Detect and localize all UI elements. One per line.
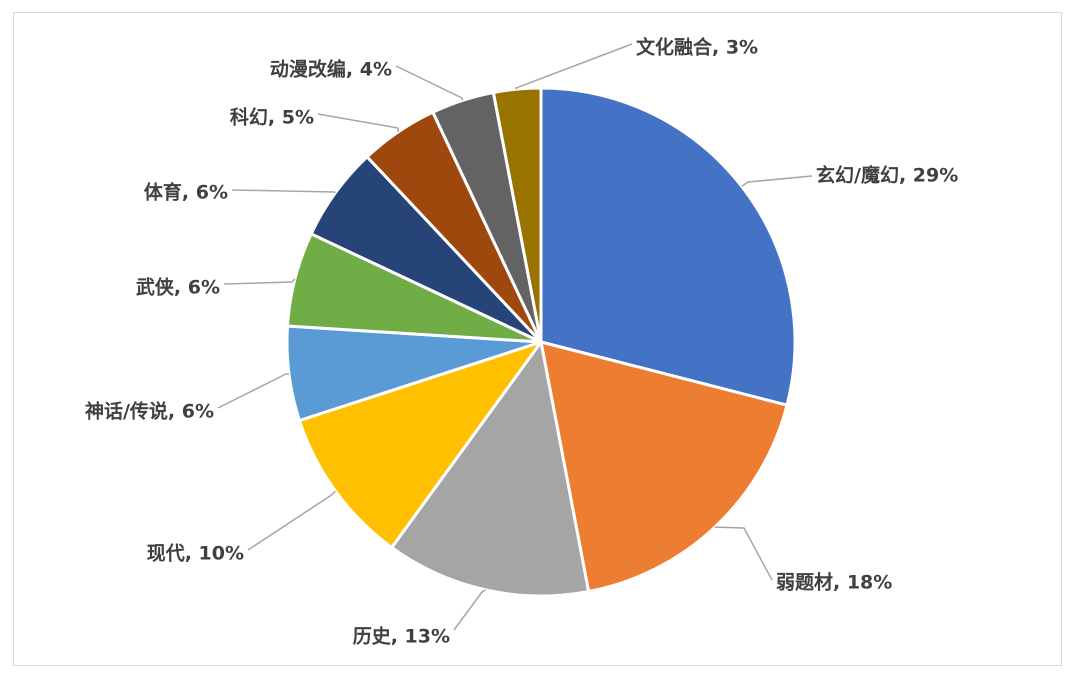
- leader-line: [453, 589, 486, 631]
- data-label: 玄幻/魔幻, 29%: [816, 164, 958, 187]
- leader-line: [317, 113, 399, 132]
- leader-line: [223, 278, 296, 285]
- data-label: 弱题材, 18%: [776, 571, 892, 594]
- data-label: 现代, 10%: [147, 543, 244, 565]
- data-label: 科幻, 5%: [230, 106, 314, 129]
- leader-line: [217, 373, 290, 409]
- leader-line: [247, 490, 336, 551]
- data-label: 文化融合, 3%: [636, 36, 758, 59]
- pie-slice: [539, 86, 797, 407]
- data-labels: 玄幻/魔幻, 29% 弱题材, 18% 历史, 13% 现代, 10% 神话/传说, 6…: [85, 36, 958, 648]
- data-label: 体育, 6%: [144, 181, 228, 204]
- leader-line: [395, 65, 464, 101]
- leader-lines: [217, 43, 813, 631]
- leader-line: [714, 526, 773, 581]
- leader-line: [231, 189, 336, 194]
- data-label: 动漫改编, 4%: [270, 58, 392, 81]
- pie-slice: [297, 340, 543, 549]
- pie-slice: [390, 340, 591, 598]
- leader-line: [741, 175, 813, 187]
- data-label: 武侠, 6%: [136, 276, 220, 299]
- data-label: 神话/传说, 6%: [85, 400, 214, 423]
- leader-line: [514, 43, 633, 90]
- data-label: 历史, 13%: [353, 626, 450, 648]
- pie-slices: [285, 86, 797, 598]
